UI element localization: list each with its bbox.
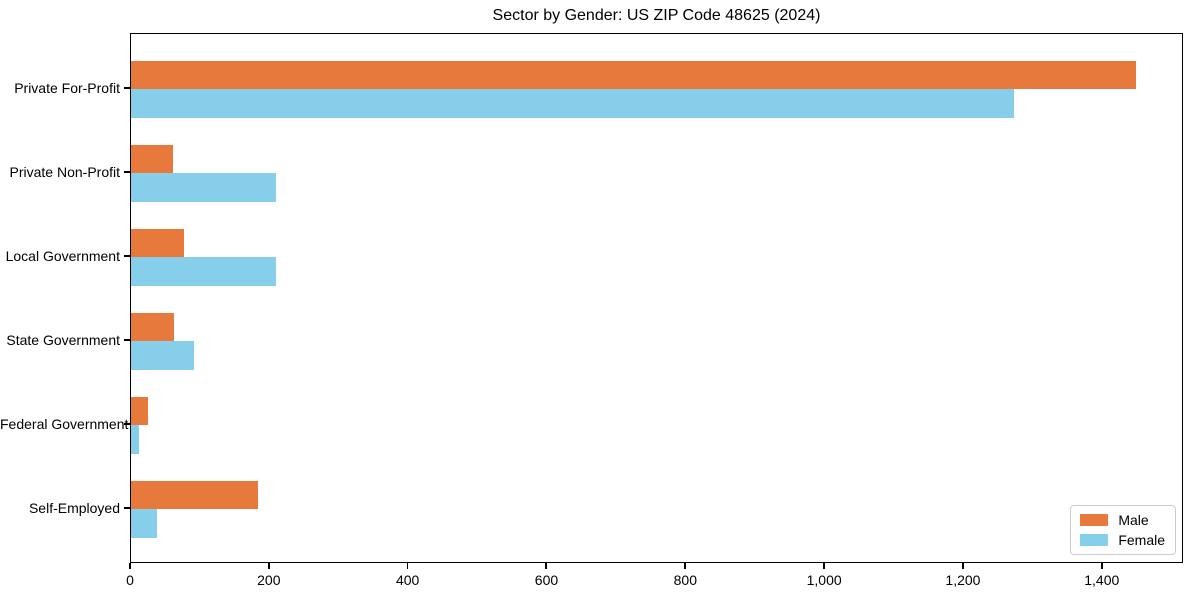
legend-label: Female xyxy=(1118,532,1165,548)
ytick-label-self-employed: Self-Employed xyxy=(28,500,120,517)
ytick-label-local-government: Local Government xyxy=(5,248,120,265)
legend-label: Male xyxy=(1118,512,1149,528)
xtick-mark xyxy=(545,563,548,569)
legend-swatch-female xyxy=(1080,534,1109,546)
xtick-label-1000: 1,000 xyxy=(806,572,842,588)
xtick-label-600: 600 xyxy=(534,572,559,588)
bar-male-private-for-profit xyxy=(131,60,1136,90)
xtick-mark xyxy=(1100,563,1103,569)
xtick-mark xyxy=(267,563,270,569)
bar-female-local-government xyxy=(131,257,277,286)
bar-male-federal-government xyxy=(131,396,149,426)
ytick-label-private-non-profit: Private Non-Profit xyxy=(9,164,120,181)
xtick-label-1200: 1,200 xyxy=(945,572,981,588)
xtick-mark xyxy=(406,563,409,569)
bar-female-state-government xyxy=(131,341,195,370)
xtick-mark xyxy=(823,563,825,569)
bar-male-local-government xyxy=(131,228,184,258)
bar-female-self-employed xyxy=(131,509,158,538)
ytick-label-federal-government: Federal Government xyxy=(0,416,129,433)
bar-male-state-government xyxy=(131,312,174,342)
legend-entry-female: Female xyxy=(1080,533,1165,547)
xtick-label-200: 200 xyxy=(257,572,281,588)
legend: Male Female xyxy=(1070,505,1176,555)
chart-title: Sector by Gender: US ZIP Code 48625 (202… xyxy=(492,7,821,24)
bar-female-federal-government xyxy=(131,425,139,454)
bar-male-self-employed xyxy=(131,480,258,510)
ytick-label-state-government: State Government xyxy=(6,332,120,349)
xtick-label-400: 400 xyxy=(395,572,420,588)
ytick-label-private-for-profit: Private For-Profit xyxy=(14,80,120,97)
plot-area: Male Female xyxy=(130,33,1183,563)
xtick-mark xyxy=(129,563,131,569)
bar-female-private-for-profit xyxy=(131,89,1014,118)
xtick-label-1400: 1,400 xyxy=(1084,572,1120,588)
legend-swatch-male xyxy=(1080,514,1109,526)
xtick-label-800: 800 xyxy=(673,572,697,588)
xtick-label-0: 0 xyxy=(126,572,134,588)
xtick-mark xyxy=(961,563,964,569)
legend-entry-male: Male xyxy=(1080,513,1165,527)
bar-female-private-non-profit xyxy=(131,173,277,202)
xtick-mark xyxy=(684,563,687,569)
bar-male-private-non-profit xyxy=(131,144,174,174)
